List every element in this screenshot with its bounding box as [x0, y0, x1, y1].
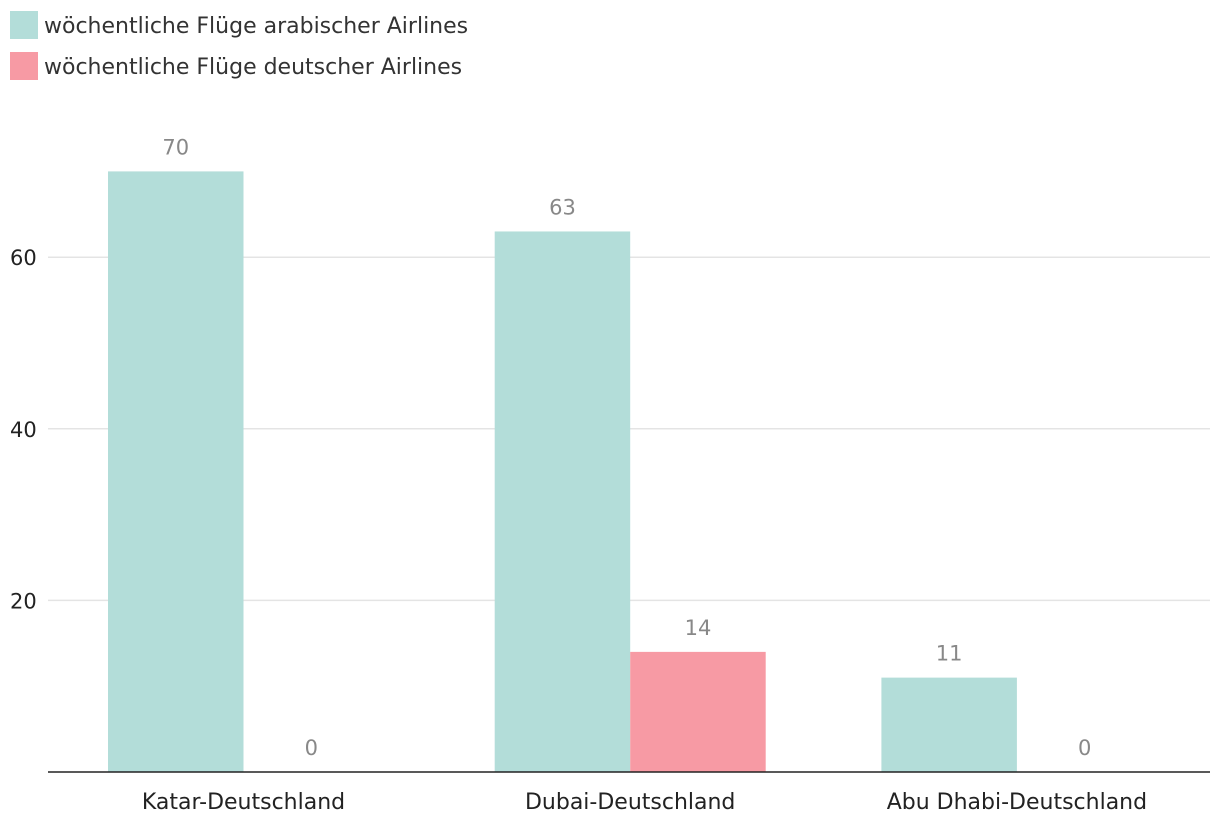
legend: wöchentliche Flüge arabischer Airlines wö…: [10, 11, 468, 80]
data-label-katar-deutschland-series-1: 70: [162, 135, 189, 159]
y-tick-label-40: 40: [10, 418, 37, 442]
bar-dubai-deutschland-series-2: [630, 651, 766, 772]
bar-katar-deutschland-series-1: [108, 171, 244, 772]
x-category-label-dubai-deutschland: Dubai-Deutschland: [525, 790, 735, 815]
y-axis-ticks: 20 40 60: [10, 246, 37, 613]
legend-swatch-1: [10, 11, 38, 39]
legend-label-1: wöchentliche Flüge arabischer Airlines: [44, 14, 468, 39]
data-label-abu-dhabi-deutschland-series-2: 0: [1078, 736, 1091, 760]
data-labels: 70 0 63 14 11 0: [162, 135, 1091, 760]
bars: [108, 171, 1017, 772]
data-label-dubai-deutschland-series-2: 14: [685, 616, 712, 640]
data-label-dubai-deutschland-series-1: 63: [549, 195, 576, 219]
y-tick-label-60: 60: [10, 246, 37, 270]
bar-dubai-deutschland-series-1: [494, 231, 631, 772]
legend-swatch-2: [10, 52, 38, 80]
legend-label-2: wöchentliche Flüge deutscher Airlines: [44, 55, 462, 80]
x-category-label-abu-dhabi-deutschland: Abu Dhabi-Deutschland: [887, 790, 1147, 815]
x-category-label-katar-deutschland: Katar-Deutschland: [142, 790, 345, 815]
y-tick-label-20: 20: [10, 589, 37, 613]
data-label-katar-deutschland-series-2: 0: [305, 736, 318, 760]
x-axis-categories: Katar-Deutschland Dubai-Deutschland Abu Dh…: [142, 790, 1147, 815]
bar-abu-dhabi-deutschland-series-1: [881, 677, 1017, 772]
data-label-abu-dhabi-deutschland-series-1: 11: [936, 642, 963, 666]
